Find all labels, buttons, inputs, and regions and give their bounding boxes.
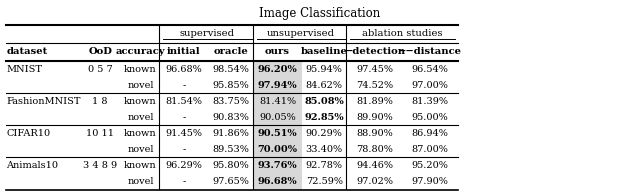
Text: 89.90%: 89.90%	[356, 113, 394, 122]
Text: FashionMNIST: FashionMNIST	[6, 97, 81, 106]
Text: novel: novel	[127, 113, 154, 122]
Text: known: known	[124, 65, 157, 74]
Text: −detection: −detection	[344, 47, 406, 56]
Text: 10 11: 10 11	[86, 129, 114, 138]
Text: −−distance: −−distance	[398, 47, 462, 56]
Text: 96.29%: 96.29%	[166, 161, 202, 170]
Text: 96.20%: 96.20%	[257, 65, 298, 74]
Text: 97.94%: 97.94%	[258, 81, 297, 90]
Text: unsupervised: unsupervised	[267, 29, 335, 38]
Text: 81.54%: 81.54%	[166, 97, 202, 106]
Text: 81.41%: 81.41%	[259, 97, 296, 106]
Text: 74.52%: 74.52%	[356, 81, 394, 90]
Text: initial: initial	[167, 47, 201, 56]
Text: 90.29%: 90.29%	[306, 129, 342, 138]
Text: novel: novel	[127, 145, 154, 154]
Text: supervised: supervised	[180, 29, 235, 38]
Text: 0 5 7: 0 5 7	[88, 65, 113, 74]
Text: 95.00%: 95.00%	[412, 113, 449, 122]
Text: 83.75%: 83.75%	[212, 97, 249, 106]
Text: -: -	[182, 177, 186, 186]
Text: 90.83%: 90.83%	[212, 113, 249, 122]
Text: 98.54%: 98.54%	[212, 65, 249, 74]
Text: baseline: baseline	[301, 47, 348, 56]
Text: 96.68%: 96.68%	[166, 65, 202, 74]
Text: oracle: oracle	[213, 47, 248, 56]
Text: accuracy: accuracy	[116, 47, 165, 56]
Text: ablation studies: ablation studies	[362, 29, 443, 38]
Text: 95.20%: 95.20%	[412, 161, 449, 170]
Text: known: known	[124, 97, 157, 106]
Text: 81.39%: 81.39%	[412, 97, 449, 106]
Text: 85.08%: 85.08%	[304, 97, 344, 106]
Bar	[253, 61, 302, 190]
Text: 81.89%: 81.89%	[356, 97, 394, 106]
Text: 1 8: 1 8	[92, 97, 108, 106]
Text: known: known	[124, 129, 157, 138]
Text: 86.94%: 86.94%	[412, 129, 449, 138]
Text: -: -	[182, 81, 186, 90]
Text: 95.80%: 95.80%	[212, 161, 249, 170]
Text: MNIST: MNIST	[6, 65, 42, 74]
Text: 93.76%: 93.76%	[258, 161, 297, 170]
Text: 97.45%: 97.45%	[356, 65, 394, 74]
Text: 87.00%: 87.00%	[412, 145, 449, 154]
Text: novel: novel	[127, 177, 154, 186]
Text: -: -	[182, 145, 186, 154]
Text: dataset: dataset	[6, 47, 47, 56]
Text: 95.85%: 95.85%	[212, 81, 249, 90]
Text: known: known	[124, 161, 157, 170]
Text: 90.05%: 90.05%	[259, 113, 296, 122]
Text: 91.45%: 91.45%	[166, 129, 202, 138]
Text: 70.00%: 70.00%	[257, 145, 298, 154]
Text: -: -	[182, 113, 186, 122]
Text: 84.62%: 84.62%	[306, 81, 342, 90]
Text: novel: novel	[127, 81, 154, 90]
Text: 96.68%: 96.68%	[258, 177, 297, 186]
Text: 92.78%: 92.78%	[306, 161, 342, 170]
Text: 94.46%: 94.46%	[356, 161, 394, 170]
Text: 97.90%: 97.90%	[412, 177, 449, 186]
Text: Animals10: Animals10	[6, 161, 58, 170]
Text: ours: ours	[265, 47, 290, 56]
Text: 92.85%: 92.85%	[305, 113, 344, 122]
Text: Image Classification: Image Classification	[259, 7, 381, 20]
Text: 96.54%: 96.54%	[412, 65, 449, 74]
Text: 91.86%: 91.86%	[212, 129, 249, 138]
Text: OoD: OoD	[88, 47, 112, 56]
Text: 3 4 8 9: 3 4 8 9	[83, 161, 117, 170]
Text: 78.80%: 78.80%	[356, 145, 394, 154]
Text: 72.59%: 72.59%	[306, 177, 342, 186]
Text: 88.90%: 88.90%	[356, 129, 394, 138]
Text: 97.65%: 97.65%	[212, 177, 249, 186]
Text: 97.00%: 97.00%	[412, 81, 449, 90]
Text: 97.02%: 97.02%	[356, 177, 394, 186]
Text: CIFAR10: CIFAR10	[6, 129, 51, 138]
Text: 90.51%: 90.51%	[258, 129, 297, 138]
Text: 33.40%: 33.40%	[305, 145, 343, 154]
Text: 95.94%: 95.94%	[306, 65, 342, 74]
Text: 89.53%: 89.53%	[212, 145, 249, 154]
